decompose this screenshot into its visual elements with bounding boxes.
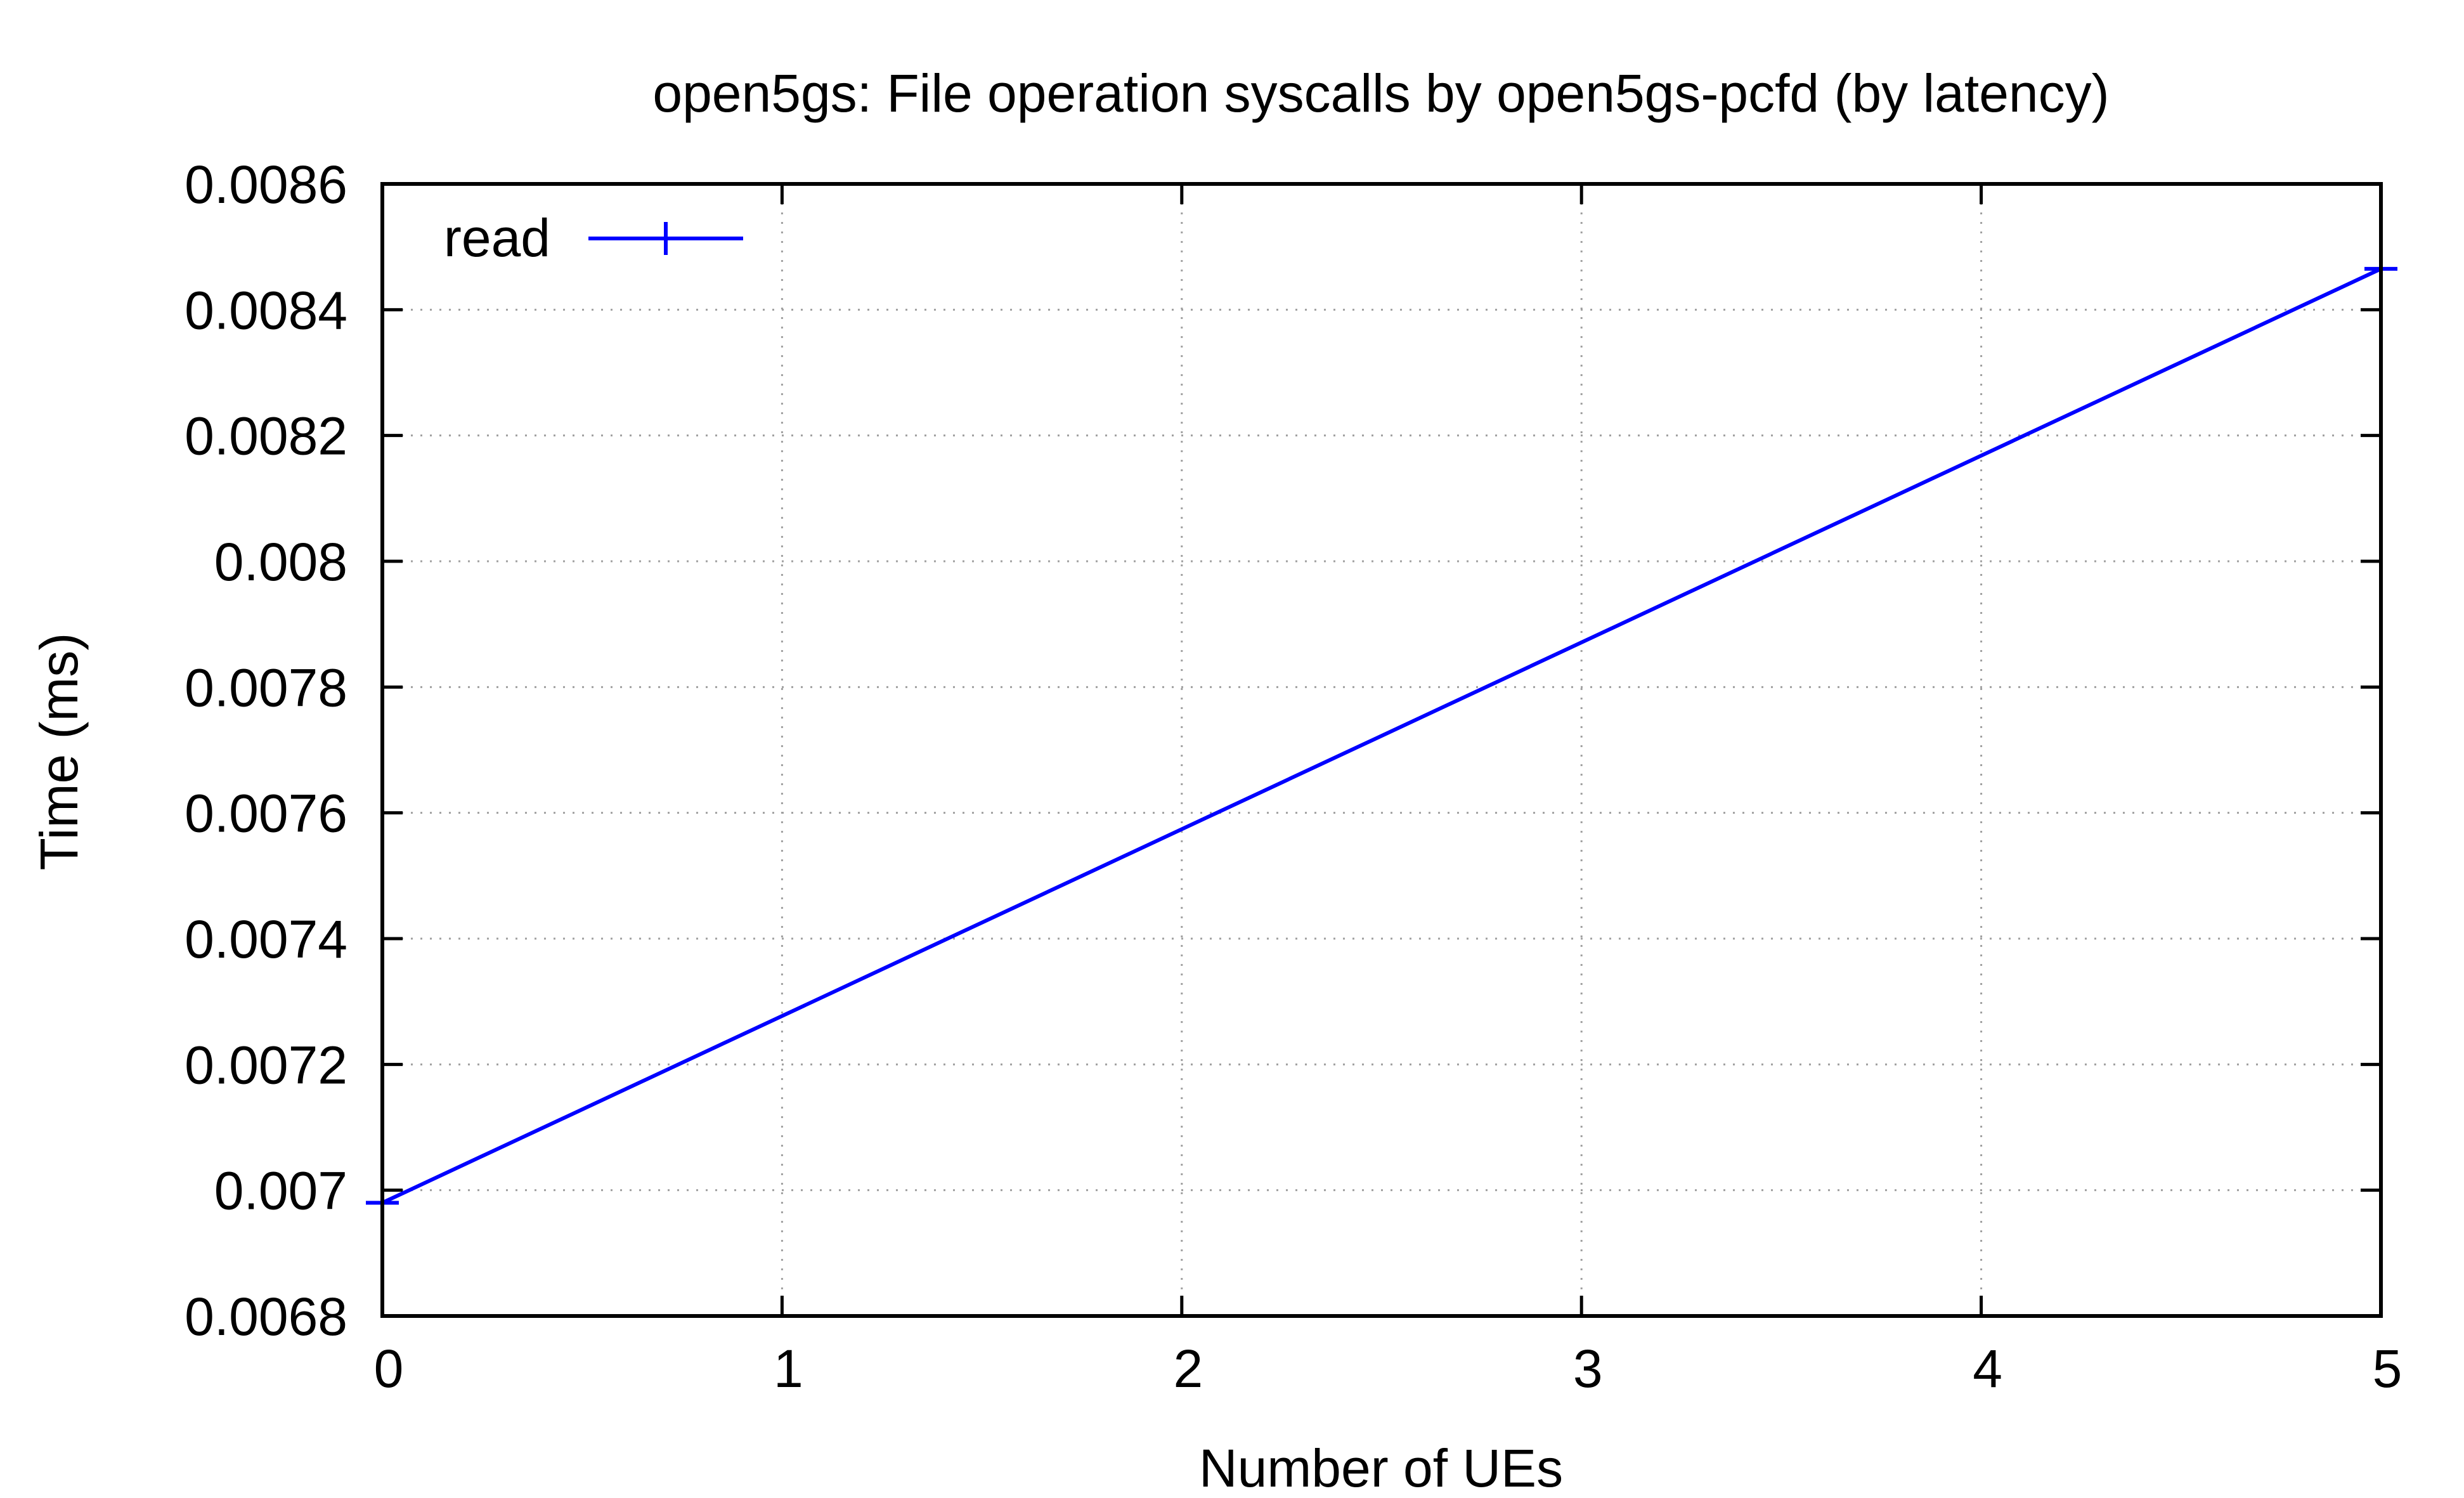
x-tick-label: 0 xyxy=(374,1339,404,1398)
y-axis-label: Time (ms) xyxy=(29,633,89,871)
series-line-read xyxy=(381,267,2382,1205)
y-tick-label: 0.007 xyxy=(214,1161,347,1221)
y-tick-label: 0.0084 xyxy=(185,280,347,340)
legend-label-read: read xyxy=(444,208,550,268)
series xyxy=(366,252,2397,1220)
y-tick-label: 0.008 xyxy=(214,532,347,592)
x-axis-label: Number of UEs xyxy=(1199,1438,1563,1498)
x-tick-label: 1 xyxy=(774,1339,803,1398)
y-tick-label: 0.0082 xyxy=(185,407,347,466)
y-tick-label: 0.0076 xyxy=(185,784,347,843)
y-tick-label: 0.0068 xyxy=(185,1287,347,1346)
x-tick-label: 5 xyxy=(2373,1339,2402,1398)
chart-title: open5gs: File operation syscalls by open… xyxy=(652,63,2109,123)
y-tick-label: 0.0078 xyxy=(185,658,347,717)
plot-frame xyxy=(380,182,2383,1318)
y-tick-label: 0.0074 xyxy=(185,909,347,969)
axis-ticks: 0 1 2 3 4 5 0.0068 0.007 0.0072 0.0074 0.0076 0.007… xyxy=(185,155,2402,1398)
x-tick-label: 3 xyxy=(1573,1339,1603,1398)
x-tick-label: 4 xyxy=(1973,1339,2002,1398)
grid xyxy=(382,184,2381,1316)
y-tick-label: 0.0072 xyxy=(185,1035,347,1095)
legend: read xyxy=(444,208,743,268)
x-tick-label: 2 xyxy=(1173,1339,1203,1398)
y-tick-label: 0.0086 xyxy=(185,155,347,214)
